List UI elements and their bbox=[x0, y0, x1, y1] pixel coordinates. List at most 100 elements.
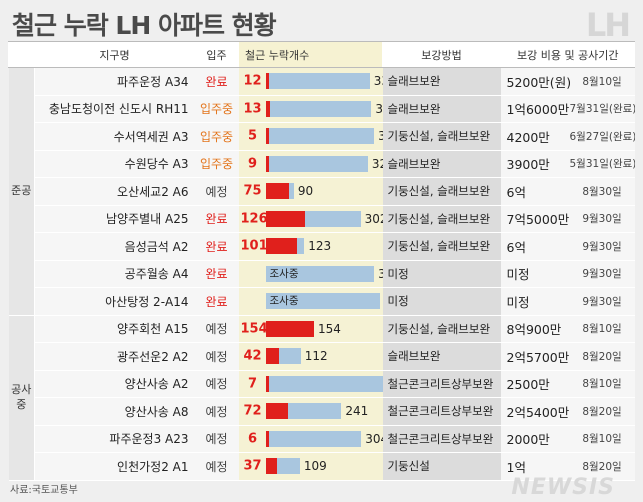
total-columns-label: 109 bbox=[303, 459, 327, 474]
survey-label: 조사중 bbox=[269, 267, 299, 280]
period-cell: 8월10일 bbox=[569, 425, 635, 453]
count-cell: 조사중 345 bbox=[238, 260, 383, 288]
missing-rebar-bar bbox=[265, 458, 278, 475]
chart-title: 철근 누락 LH 아파트 현황 bbox=[12, 11, 277, 40]
district-cell: 파주운정3 A23 bbox=[34, 425, 195, 453]
total-columns-label: 325 bbox=[371, 156, 383, 171]
cost-cell: 4200만 bbox=[500, 122, 570, 151]
cost-cell: 1억 bbox=[500, 452, 570, 481]
cost-cell: 7억5000만 bbox=[500, 205, 570, 233]
cost-cell: 미정 bbox=[500, 287, 570, 316]
total-columns-bar bbox=[265, 100, 372, 117]
district-cell: 광주선운2 A2 bbox=[34, 342, 195, 371]
data-table-wrap: 지구명 입주 철근 누락개수 보강방법 보강 비용 및 공사기간 준공 파주운정 … bbox=[8, 41, 635, 481]
missing-count-label: 5 bbox=[247, 128, 258, 144]
period-cell: 9월30일 bbox=[569, 205, 635, 233]
method-cell: 슬래브보완 bbox=[382, 342, 501, 371]
period-cell: 8월20일 bbox=[569, 397, 635, 426]
missing-rebar-bar bbox=[265, 348, 279, 365]
column-bar bbox=[265, 73, 370, 90]
count-cell: 37 109 bbox=[238, 452, 383, 481]
method-cell: 슬래브보완 bbox=[382, 67, 501, 96]
header-row: 지구명 입주 철근 누락개수 보강방법 보강 비용 및 공사기간 bbox=[8, 41, 635, 68]
count-cell: 13 336 bbox=[238, 95, 383, 123]
method-cell: 기둥신설, 슬래브보완 bbox=[382, 177, 501, 206]
total-columns-label: 90 bbox=[297, 184, 314, 199]
status-cell: 예정 bbox=[194, 452, 239, 481]
table-row: 공사 중 양주회천 A15 예정 154 154 기둥신설, 슬래브보완 8억900만 8월10… bbox=[8, 315, 635, 481]
missing-rebar-bar bbox=[265, 210, 306, 227]
missing-count-label: 9 bbox=[247, 156, 258, 172]
count-cell: 126 302 bbox=[238, 205, 383, 233]
status-cell: 완료 bbox=[194, 232, 239, 261]
table-row: 아산탕정 2-A14완료조사중362미정미정9월30일 bbox=[9, 287, 635, 316]
period-cell: 8월20일 bbox=[569, 452, 635, 481]
group-construction-line2: 중 bbox=[16, 397, 27, 411]
count-cell: 72 241 bbox=[238, 397, 383, 426]
lh-logo: LH bbox=[585, 6, 631, 44]
group-completed: 준공 bbox=[8, 67, 35, 316]
column-bar: 조사중 bbox=[265, 293, 380, 310]
header-count: 철근 누락개수 bbox=[238, 41, 383, 68]
status-cell: 예정 bbox=[194, 315, 239, 343]
missing-count-label: 75 bbox=[243, 183, 262, 199]
data-table: 지구명 입주 철근 누락개수 보강방법 보강 비용 및 공사기간 준공 파주운정 … bbox=[8, 41, 635, 481]
count-cell: 75 90 bbox=[238, 177, 383, 206]
missing-count-label: 154 bbox=[240, 321, 268, 337]
method-cell: 철근콘크리트상부보완 bbox=[382, 370, 501, 398]
cost-cell: 2억5700만 bbox=[500, 342, 570, 371]
count-cell: 42 112 bbox=[238, 342, 383, 371]
district-cell: 양주회천 A15 bbox=[34, 315, 195, 343]
status-cell: 예정 bbox=[194, 370, 239, 398]
missing-count-label: 37 bbox=[243, 458, 262, 474]
missing-count-label: 13 bbox=[243, 101, 262, 117]
period-cell: 8월30일 bbox=[569, 177, 635, 206]
count-cell: 7650 bbox=[238, 370, 383, 398]
survey-label: 조사중 bbox=[269, 295, 299, 308]
missing-count-label: 72 bbox=[243, 403, 262, 419]
cost-cell: 미정 bbox=[500, 260, 570, 288]
cost-cell: 8억900만 bbox=[500, 315, 570, 343]
cost-cell: 6억 bbox=[500, 177, 570, 206]
method-cell: 기둥신설, 슬래브보완 bbox=[382, 232, 501, 261]
method-cell: 기둥신설 bbox=[382, 452, 501, 481]
header-cost: 보강 비용 및 공사기간 bbox=[499, 41, 635, 68]
total-columns-label: 345 bbox=[378, 267, 382, 281]
missing-count-label: 101 bbox=[240, 238, 268, 254]
column-bar bbox=[265, 100, 372, 117]
status-cell: 완료 bbox=[194, 260, 239, 288]
count-cell: 12331전체 기둥 수 bbox=[238, 67, 383, 96]
column-bar bbox=[265, 375, 383, 392]
column-bar: 조사중 bbox=[265, 265, 375, 282]
missing-rebar-bar bbox=[265, 73, 270, 90]
period-cell: 6월27일(완료) bbox=[569, 122, 635, 151]
method-cell: 기둥신설, 슬래브보완 bbox=[382, 315, 501, 343]
cost-cell: 2500만 bbox=[500, 370, 570, 398]
missing-rebar-bar bbox=[265, 238, 298, 255]
column-bar bbox=[265, 238, 305, 255]
period-cell: 8월10일 bbox=[569, 67, 635, 96]
total-columns-bar bbox=[265, 375, 383, 392]
district-cell: 인천가정2 A1 bbox=[34, 452, 195, 481]
status-cell: 입주중 bbox=[194, 95, 239, 123]
total-columns-bar bbox=[265, 430, 362, 447]
district-cell: 양산사송 A2 bbox=[34, 370, 195, 398]
missing-count-label: 126 bbox=[240, 211, 268, 227]
missing-rebar-bar bbox=[265, 375, 269, 392]
table-row: 양산사송 A8 예정 72 241 철근콘크리트상부보완 2억5400만 8월20일 bbox=[9, 397, 635, 426]
status-cell: 예정 bbox=[194, 342, 239, 371]
method-cell: 철근콘크리트상부보완 bbox=[382, 397, 501, 426]
count-cell: 5 345 bbox=[238, 122, 383, 151]
column-bar bbox=[265, 183, 294, 200]
header-blank bbox=[8, 41, 35, 68]
district-cell: 오산세교2 A6 bbox=[34, 177, 195, 206]
missing-rebar-bar bbox=[265, 155, 269, 172]
district-cell: 음성금석 A2 bbox=[34, 232, 195, 261]
period-cell: 8월20일 bbox=[569, 342, 635, 371]
total-columns-bar bbox=[265, 128, 375, 145]
cost-cell: 1억6000만 bbox=[500, 95, 570, 123]
total-columns-label: 241 bbox=[345, 404, 369, 419]
